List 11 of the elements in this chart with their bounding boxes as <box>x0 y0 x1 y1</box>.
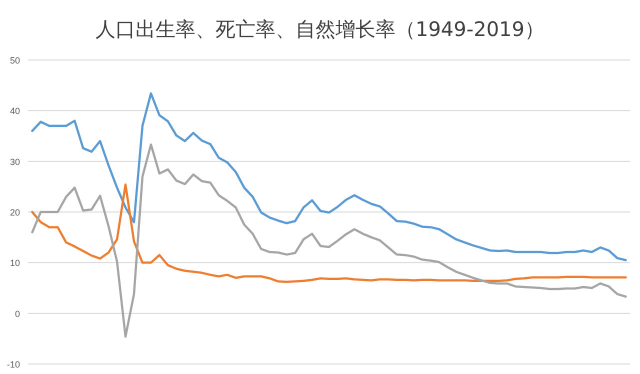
y-tick-label: 20 <box>10 208 20 218</box>
y-tick-label: -10 <box>6 360 20 370</box>
line-series <box>31 184 627 284</box>
y-tick-label: 50 <box>10 56 20 66</box>
y-tick-label: 40 <box>10 106 20 116</box>
line-series <box>31 143 627 338</box>
line-series <box>31 92 627 262</box>
y-tick-label: 30 <box>10 156 20 167</box>
chart-title: 人口出生率、死亡率、自然增长率（1949-2019） <box>95 17 545 41</box>
y-tick-label: 10 <box>10 258 20 268</box>
y-tick-label: 0 <box>14 308 20 319</box>
